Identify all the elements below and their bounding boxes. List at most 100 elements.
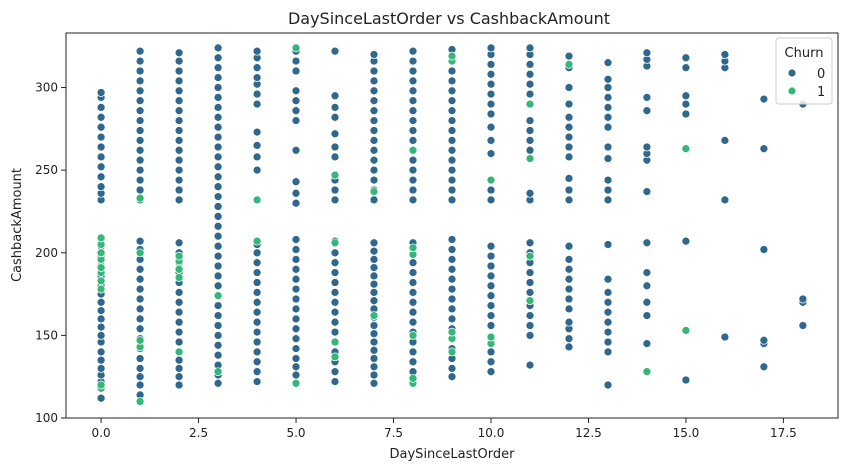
data-point-churn-0 — [564, 317, 574, 327]
data-point-churn-0 — [330, 278, 340, 287]
data-point-churn-0 — [96, 103, 106, 112]
data-point-churn-0 — [174, 66, 184, 76]
data-point-churn-0 — [291, 334, 301, 344]
data-point-churn-0 — [447, 145, 457, 155]
data-point-churn-0 — [252, 127, 262, 137]
data-point-churn-1 — [135, 397, 145, 406]
data-point-churn-1 — [174, 251, 184, 261]
data-point-churn-0 — [525, 360, 535, 370]
data-point-churn-0 — [603, 154, 613, 163]
data-point-churn-0 — [369, 238, 379, 248]
data-point-churn-0 — [603, 83, 613, 92]
data-point-churn-0 — [252, 297, 262, 307]
data-point-churn-0 — [213, 311, 223, 320]
data-point-churn-0 — [486, 261, 496, 271]
data-point-churn-0 — [369, 195, 379, 205]
data-point-churn-0 — [135, 145, 145, 155]
data-point-churn-0 — [642, 281, 652, 291]
data-point-churn-0 — [447, 116, 457, 125]
data-point-churn-0 — [252, 248, 262, 258]
data-point-churn-0 — [525, 268, 535, 277]
data-point-churn-0 — [447, 175, 457, 185]
data-point-churn-0 — [135, 294, 145, 304]
data-point-churn-0 — [252, 99, 262, 109]
x-tick-label: 12.5 — [575, 426, 602, 440]
data-point-churn-0 — [135, 264, 145, 274]
x-tick-label: 7.5 — [384, 426, 403, 440]
x-tick-label: 15.0 — [673, 426, 700, 440]
data-point-churn-0 — [213, 112, 223, 122]
y-axis-label: CashbackAmount — [10, 168, 25, 282]
data-point-churn-0 — [252, 337, 262, 347]
data-point-churn-0 — [330, 317, 340, 327]
data-point-churn-0 — [369, 271, 379, 281]
data-point-churn-0 — [447, 66, 457, 76]
data-point-churn-0 — [330, 307, 340, 317]
data-point-churn-0 — [564, 51, 574, 61]
data-point-churn-0 — [486, 301, 496, 310]
data-point-churn-0 — [525, 278, 535, 287]
data-point-churn-0 — [213, 202, 223, 211]
legend: Churn 0 1 — [775, 37, 833, 105]
data-point-churn-0 — [135, 324, 145, 334]
y-tick-label: 300 — [35, 81, 58, 95]
data-point-churn-0 — [564, 255, 574, 264]
data-point-churn-0 — [135, 284, 145, 294]
data-point-churn-0 — [213, 212, 223, 221]
data-point-churn-1 — [96, 380, 106, 390]
data-point-churn-0 — [486, 347, 496, 357]
data-point-churn-0 — [174, 116, 184, 125]
data-point-churn-0 — [603, 122, 613, 132]
data-point-churn-0 — [369, 86, 379, 96]
data-point-churn-0 — [408, 165, 418, 175]
data-point-churn-0 — [174, 48, 184, 58]
data-point-churn-0 — [408, 307, 418, 317]
data-point-churn-0 — [603, 58, 613, 68]
data-point-churn-0 — [174, 195, 184, 205]
data-point-churn-0 — [135, 116, 145, 125]
data-point-churn-0 — [213, 221, 223, 231]
data-point-churn-1 — [252, 195, 262, 205]
plot-area — [96, 43, 808, 406]
data-point-churn-0 — [213, 83, 223, 92]
data-point-churn-0 — [486, 149, 496, 158]
data-point-churn-0 — [759, 144, 769, 154]
data-point-churn-0 — [447, 136, 457, 145]
data-point-churn-0 — [408, 116, 418, 125]
data-point-churn-0 — [174, 76, 184, 86]
data-point-churn-0 — [291, 284, 301, 294]
data-point-churn-0 — [486, 99, 496, 109]
data-point-churn-0 — [291, 255, 301, 264]
data-point-churn-0 — [330, 112, 340, 122]
data-point-churn-1 — [96, 284, 106, 294]
data-point-churn-0 — [369, 116, 379, 125]
data-point-churn-0 — [96, 314, 106, 324]
data-point-churn-0 — [603, 288, 613, 297]
data-point-churn-0 — [291, 145, 301, 155]
data-point-churn-1 — [135, 248, 145, 258]
data-point-churn-0 — [408, 317, 418, 327]
data-point-churn-0 — [603, 185, 613, 195]
data-point-churn-0 — [486, 321, 496, 330]
data-point-churn-0 — [369, 329, 379, 339]
data-point-churn-0 — [291, 177, 301, 187]
data-point-churn-0 — [525, 116, 535, 125]
data-point-churn-0 — [291, 344, 301, 353]
data-point-churn-0 — [525, 145, 535, 155]
data-point-churn-0 — [291, 188, 301, 198]
data-point-churn-0 — [330, 129, 340, 139]
data-point-churn-0 — [135, 364, 145, 373]
data-point-churn-0 — [96, 132, 106, 142]
data-point-churn-0 — [369, 362, 379, 372]
data-point-churn-0 — [486, 281, 496, 291]
legend-marker-0 — [787, 68, 797, 78]
data-point-churn-0 — [564, 152, 574, 162]
data-point-churn-0 — [96, 322, 106, 332]
data-point-churn-0 — [681, 99, 691, 109]
data-point-churn-0 — [525, 126, 535, 135]
data-point-churn-0 — [135, 354, 145, 363]
data-point-churn-0 — [525, 43, 535, 53]
data-point-churn-0 — [369, 165, 379, 175]
data-point-churn-0 — [213, 251, 223, 261]
data-point-churn-0 — [174, 380, 184, 390]
